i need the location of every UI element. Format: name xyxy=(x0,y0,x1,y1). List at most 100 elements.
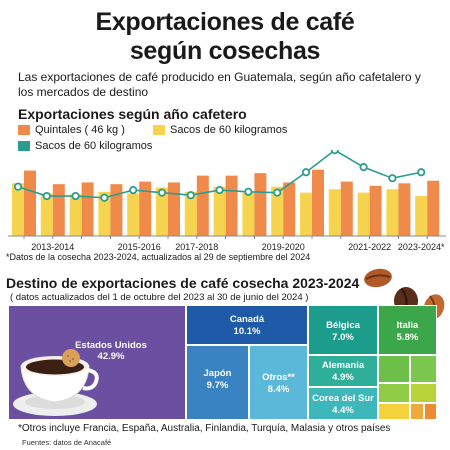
treemap-cell-italia: Italia 5.8% xyxy=(378,305,437,355)
treemap-label-belgica: Bélgica xyxy=(326,320,360,331)
treemap-cell-canada: Canadá 10.1% xyxy=(186,305,308,345)
treemap-value-japon: 9.7% xyxy=(206,380,229,391)
footnote: *Otros incluye Francia, España, Australi… xyxy=(18,423,391,434)
bar-orange xyxy=(312,169,324,236)
bar-yellow xyxy=(300,192,312,236)
teal-point xyxy=(157,188,167,197)
treemap-cell-small-1 xyxy=(378,355,410,383)
x-tick-label: 2021-2022 xyxy=(348,242,391,252)
bar-orange xyxy=(196,175,209,236)
treemap-label-corea-del-sur: Corea del Sur xyxy=(312,393,374,404)
bar-yellow xyxy=(127,193,140,236)
bar-yellow xyxy=(328,189,341,236)
treemap-cell-belgica: Bélgica 7.0% xyxy=(308,305,378,355)
teal-point xyxy=(244,187,253,196)
treemap-cell-small-2 xyxy=(410,355,437,383)
bar-yellow xyxy=(213,186,226,236)
teal-point xyxy=(13,182,23,191)
teal-point xyxy=(359,163,368,172)
treemap-label-italia: Italia xyxy=(396,320,419,331)
treemap-cell-small-6 xyxy=(410,403,424,420)
bar-yellow xyxy=(386,189,399,236)
treemap-label-estados-unidos: Estados Unidos xyxy=(75,340,147,351)
section-2-subtitle: ( datos actualizados del 1 de octubre de… xyxy=(10,292,309,303)
bar-yellow xyxy=(69,194,82,236)
section-2-title: Destino de exportaciones de café cosecha… xyxy=(6,275,360,291)
legend-item-sacos-yellow: Sacos de 60 kilogramos xyxy=(153,124,287,136)
orange-bars xyxy=(24,169,440,236)
x-tick-label: 2015-2016 xyxy=(118,242,161,252)
treemap-label-canada: Canadá xyxy=(229,314,265,325)
legend-label-sacos-yellow: Sacos de 60 kilogramos xyxy=(170,124,288,136)
teal-point xyxy=(330,150,339,155)
teal-point xyxy=(129,185,138,195)
legend-swatch-yellow xyxy=(153,125,165,135)
title-line-2: según cosechas xyxy=(129,37,321,65)
bar-orange xyxy=(254,173,267,236)
main-title: Exportaciones de café según cosechas xyxy=(0,8,450,66)
treemap-label-otros: Otros** xyxy=(262,372,295,383)
bar-yellow xyxy=(415,196,428,236)
bar-yellow xyxy=(357,192,370,236)
bar-orange xyxy=(139,181,152,236)
treemap-label-japon: Japón xyxy=(203,368,232,379)
bar-yellow xyxy=(271,186,284,236)
x-tick-labels: 2013-2014 2015-2016 2017-2018 2019-2020 2021… xyxy=(31,242,445,252)
teal-points xyxy=(13,150,426,202)
treemap-value-alemania: 4.9% xyxy=(332,372,354,383)
teal-point xyxy=(417,168,426,177)
title-line-1: Exportaciones de café xyxy=(95,8,355,36)
treemap-value-estados-unidos: 42.9% xyxy=(97,351,125,362)
x-tick-label: 2019-2020 xyxy=(262,242,305,252)
treemap-value-canada: 10.1% xyxy=(233,326,261,337)
teal-point xyxy=(71,191,80,201)
treemap-cell-small-7 xyxy=(424,403,437,420)
bar-line-chart: 2013-2014 2015-2016 2017-2018 2019-2020 2021… xyxy=(8,150,446,252)
bar-yellow xyxy=(184,191,197,236)
bar-yellow xyxy=(12,183,24,236)
bar-yellow xyxy=(156,187,168,236)
x-ticks xyxy=(23,236,428,239)
yellow-bars xyxy=(12,183,428,236)
bar-orange xyxy=(283,182,296,236)
teal-point xyxy=(273,188,282,197)
legend-item-quintales: Quintales ( 46 kg ) xyxy=(18,124,125,136)
x-tick-label: 2017-2018 xyxy=(175,242,218,252)
bar-yellow xyxy=(98,191,111,236)
chart-note: *Datos de la cosecha 2023-2024, actualiz… xyxy=(6,252,311,262)
bar-yellow xyxy=(242,192,255,236)
bar-orange xyxy=(81,182,94,236)
bar-orange xyxy=(52,184,65,236)
bar-orange xyxy=(110,184,123,236)
section-1-title: Exportaciones según año cafetero xyxy=(18,106,247,122)
teal-point xyxy=(100,193,109,202)
treemap-cell-alemania: Alemania 4.9% xyxy=(308,355,378,387)
bar-orange xyxy=(225,175,238,236)
bar-orange xyxy=(369,185,382,236)
legend-swatch-orange xyxy=(18,125,30,135)
treemap-value-italia: 5.8% xyxy=(396,332,419,343)
treemap-value-otros: 8.4% xyxy=(267,384,290,395)
bar-orange xyxy=(340,181,353,236)
treemap-cell-small-4 xyxy=(410,383,437,403)
legend-item-sacos-teal: Sacos de 60 kilogramos xyxy=(18,140,152,152)
treemap-label-alemania: Alemania xyxy=(321,360,365,371)
legend-label-sacos-teal: Sacos de 60 kilogramos xyxy=(35,140,153,152)
treemap-cell-japon: Japón 9.7% xyxy=(186,345,249,420)
treemap-cell-small-3 xyxy=(378,383,410,403)
teal-point xyxy=(42,191,51,201)
bar-orange xyxy=(24,170,36,236)
treemap-value-corea-del-sur: 4.4% xyxy=(332,405,354,416)
bar-orange xyxy=(168,182,180,236)
teal-point xyxy=(301,168,311,177)
bar-orange xyxy=(427,180,440,236)
treemap-cell-otros: Otros** 8.4% xyxy=(249,345,308,420)
source: Fuentes: datos de Anacafé xyxy=(22,438,112,447)
bar-orange xyxy=(398,183,411,236)
x-tick-label: 2023-2024* xyxy=(398,242,445,252)
teal-point xyxy=(186,191,195,200)
x-tick-label: 2013-2014 xyxy=(31,242,74,252)
subtitle: Las exportaciones de café producido en G… xyxy=(18,70,421,99)
legend-swatch-teal xyxy=(18,141,30,151)
coffee-cup-icon xyxy=(13,349,99,416)
